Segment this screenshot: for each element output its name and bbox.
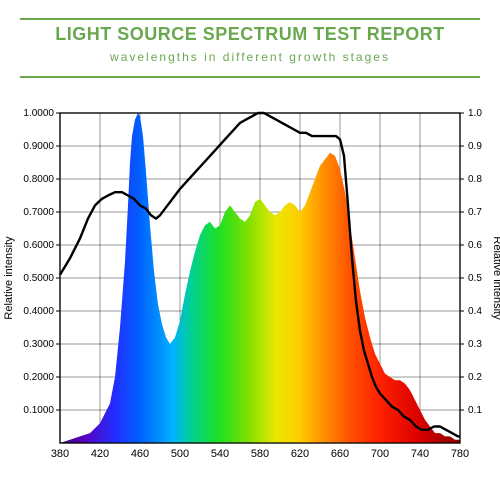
svg-text:540: 540 — [211, 448, 229, 460]
svg-text:620: 620 — [291, 448, 309, 460]
svg-text:0.5: 0.5 — [468, 273, 482, 284]
bottom-rule — [20, 76, 480, 78]
svg-text:0.3000: 0.3000 — [23, 339, 54, 350]
chart-svg: 380 420 460 500 540 580 620 660 700 740 780 0.1000 0… — [0, 95, 500, 487]
svg-text:0.3: 0.3 — [468, 339, 482, 350]
svg-text:460: 460 — [131, 448, 149, 460]
svg-text:0.5000: 0.5000 — [23, 273, 54, 284]
svg-text:0.9: 0.9 — [468, 141, 482, 152]
svg-text:0.6: 0.6 — [468, 240, 482, 251]
svg-text:0.2000: 0.2000 — [23, 372, 54, 383]
svg-text:0.7: 0.7 — [468, 207, 482, 218]
svg-text:0.1000: 0.1000 — [23, 405, 54, 416]
svg-text:Relative intensity: Relative intensity — [3, 236, 15, 320]
svg-text:0.1: 0.1 — [468, 405, 482, 416]
svg-text:0.8000: 0.8000 — [23, 174, 54, 185]
svg-text:780: 780 — [451, 448, 469, 460]
report-container: { "header": { "rule_color": "#6aa84f", "… — [0, 0, 500, 500]
report-title: LIGHT SOURCE SPECTRUM TEST REPORT — [0, 24, 500, 45]
svg-text:660: 660 — [331, 448, 349, 460]
svg-text:700: 700 — [371, 448, 389, 460]
svg-text:0.8: 0.8 — [468, 174, 482, 185]
spectrum-chart: 380 420 460 500 540 580 620 660 700 740 780 0.1000 0… — [0, 95, 500, 487]
svg-text:580: 580 — [251, 448, 269, 460]
svg-text:0.2: 0.2 — [468, 372, 482, 383]
svg-text:420: 420 — [91, 448, 109, 460]
svg-text:0.6000: 0.6000 — [23, 240, 54, 251]
svg-text:0.9000: 0.9000 — [23, 141, 54, 152]
svg-text:380: 380 — [51, 448, 69, 460]
svg-text:Relative intensity: Relative intensity — [491, 236, 500, 320]
svg-text:0.4: 0.4 — [468, 306, 482, 317]
svg-text:1.0: 1.0 — [468, 108, 482, 119]
top-rule — [20, 18, 480, 20]
svg-text:740: 740 — [411, 448, 429, 460]
svg-text:1.0000: 1.0000 — [23, 108, 54, 119]
report-subtitle: wavelengths in different growth stages — [0, 50, 500, 64]
svg-text:500: 500 — [171, 448, 189, 460]
svg-text:0.4000: 0.4000 — [23, 306, 54, 317]
svg-text:0.7000: 0.7000 — [23, 207, 54, 218]
